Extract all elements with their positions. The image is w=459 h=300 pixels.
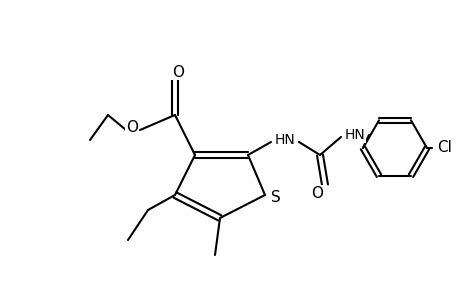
Text: O: O xyxy=(172,64,184,80)
Text: O: O xyxy=(310,185,322,200)
Text: S: S xyxy=(270,190,280,205)
Text: HN: HN xyxy=(274,133,295,147)
Text: HN: HN xyxy=(344,128,364,142)
Text: O: O xyxy=(126,121,138,136)
Text: Cl: Cl xyxy=(437,140,452,155)
